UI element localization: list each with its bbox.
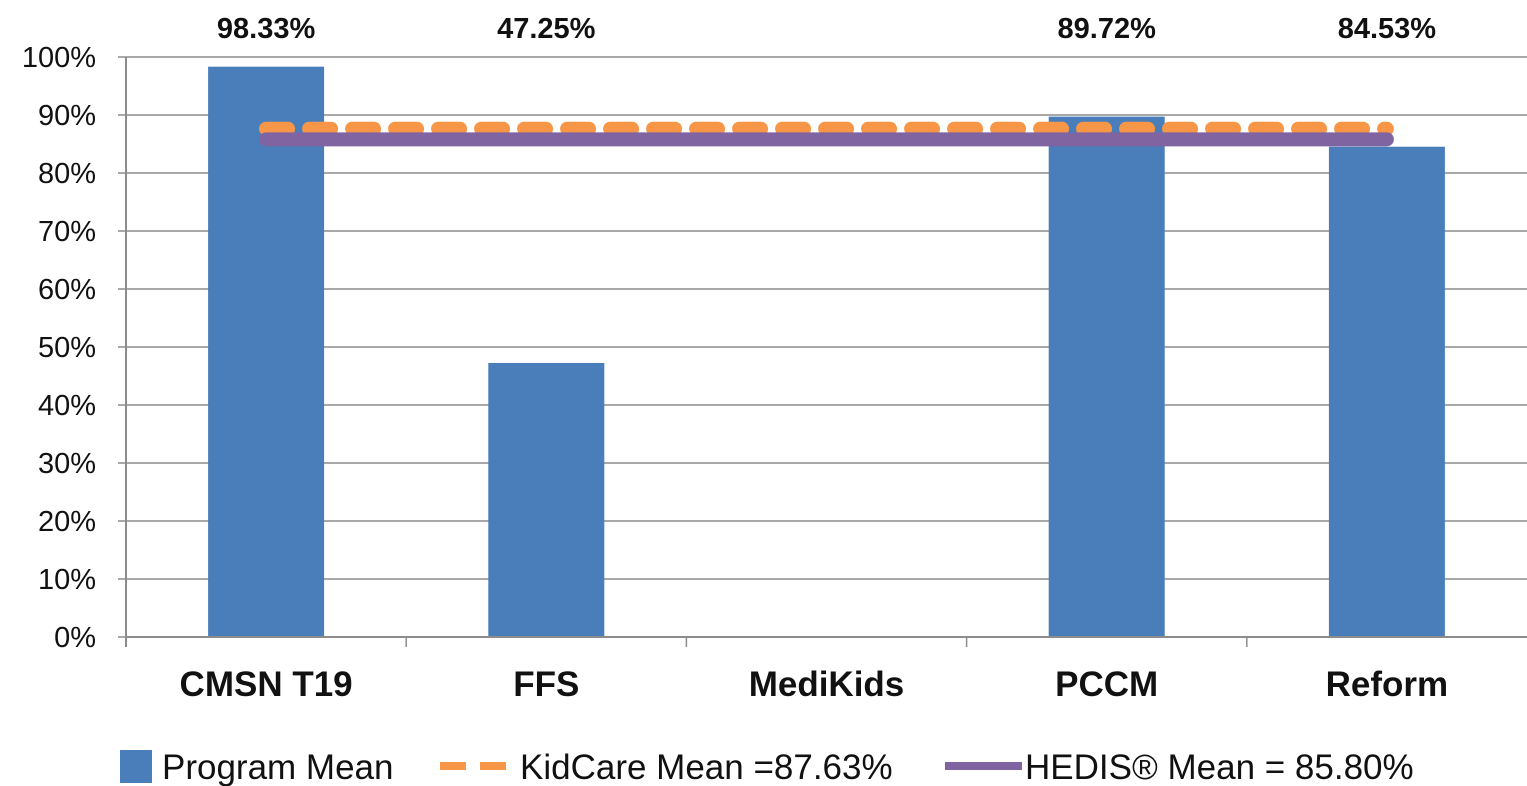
y-axis-tick-labels: 0% 10% 20% 30% 40% 50% 60% 70% 80% 90% 100% xyxy=(22,42,96,654)
y-tick-label: 50% xyxy=(38,332,96,364)
data-labels: 98.33% 47.25% 89.72% 84.53% xyxy=(217,13,1436,45)
gridlines xyxy=(118,56,1527,638)
data-label: 47.25% xyxy=(497,13,596,45)
reference-lines xyxy=(259,121,1394,147)
y-tick-label: 20% xyxy=(38,506,96,538)
legend-swatch-program-mean xyxy=(120,750,152,783)
category-label: PCCM xyxy=(1055,665,1158,704)
category-label: MediKids xyxy=(749,665,905,704)
y-tick-label: 30% xyxy=(38,448,96,480)
bar-cmsn-t19 xyxy=(208,66,325,638)
legend-label-kidcare-mean: KidCare Mean =87.63% xyxy=(520,748,893,786)
legend: Program Mean KidCare Mean =87.63% HEDIS®… xyxy=(120,748,1414,786)
data-label: 84.53% xyxy=(1338,13,1437,45)
category-label: CMSN T19 xyxy=(180,665,353,704)
legend-label-program-mean: Program Mean xyxy=(162,748,393,786)
y-tick-label: 80% xyxy=(38,158,96,190)
y-tick-label: 40% xyxy=(38,390,96,422)
data-label: 98.33% xyxy=(217,13,316,45)
category-labels: CMSN T19 FFS MediKids PCCM Reform xyxy=(180,665,1449,704)
bar-pccm xyxy=(1048,116,1165,637)
axes xyxy=(125,57,1527,647)
y-tick-label: 70% xyxy=(38,216,96,248)
category-label: Reform xyxy=(1326,665,1449,704)
bars xyxy=(208,66,1445,638)
y-tick-label: 0% xyxy=(54,622,96,654)
bar-reform xyxy=(1328,146,1445,637)
y-tick-label: 100% xyxy=(22,42,96,74)
y-tick-label: 60% xyxy=(38,274,96,306)
category-label: FFS xyxy=(513,665,579,704)
bar-ffs xyxy=(488,362,605,637)
data-label: 89.72% xyxy=(1058,13,1157,45)
legend-label-hedis-mean: HEDIS® Mean = 85.80% xyxy=(1025,748,1414,786)
y-tick-label: 90% xyxy=(38,100,96,132)
y-tick-label: 10% xyxy=(38,564,96,596)
